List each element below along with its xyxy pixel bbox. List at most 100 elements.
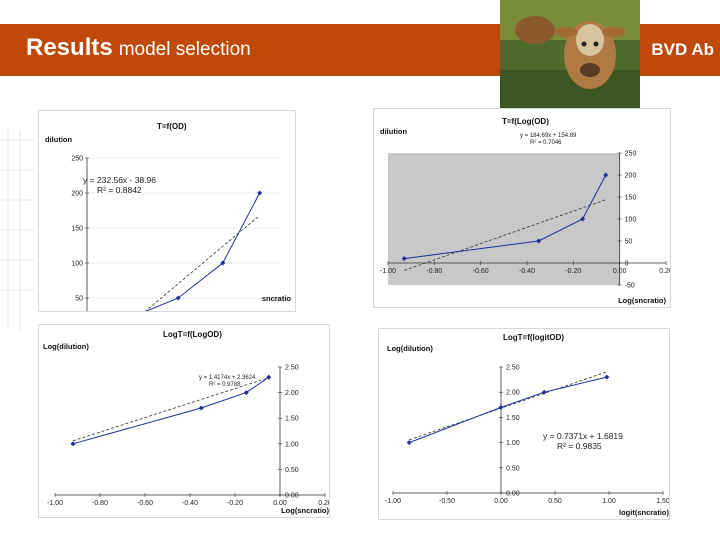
data-point (498, 404, 504, 410)
trendline-equation: y = 232.56x - 38.96 (83, 175, 156, 185)
trendline-equation: y = 0.7371x + 1.6819 (543, 431, 623, 441)
y-axis-label: Log(dilution) (43, 342, 89, 351)
series-line (72, 376, 270, 445)
chart-4: 0.00 0.50 1.00 1.50 2.00 2.50 -1.00 -0.50 0.00 0.… (385, 333, 670, 517)
x-tick-label: -0.60 (473, 268, 489, 275)
y-tick-label: 150 (71, 226, 83, 233)
data-point (541, 389, 547, 395)
x-tick-label: -0.80 (92, 500, 108, 507)
data-point (266, 374, 272, 380)
trendline (72, 377, 269, 442)
trendline-equation: y = 184.69x + 154.89 (520, 133, 577, 139)
trendline-r2: R² = 0.9788 (209, 382, 241, 388)
y-tick-label: 2.00 (506, 390, 520, 397)
y-tick-label: 0.50 (285, 467, 299, 474)
data-point (198, 405, 204, 411)
data-point (70, 441, 76, 447)
y-tick-label: 1.00 (506, 440, 520, 447)
data-point (536, 238, 542, 244)
y-tick-label: 100 (71, 261, 83, 268)
y-tick-label: 2.00 (285, 390, 299, 397)
x-tick-label: 0.20 (318, 500, 329, 507)
y-tick-label: 2.50 (285, 365, 299, 372)
chart-title: LogT=f(LogOD) (163, 330, 222, 339)
y-tick-label: 1.00 (285, 441, 299, 448)
chart-title: T=f(OD) (157, 122, 187, 131)
chart-panel-4: 0.00 0.50 1.00 1.50 2.00 2.50 -1.00 -0.50 0.00 0.… (378, 328, 670, 520)
decorative-stripes (0, 130, 34, 330)
x-tick-label: -0.20 (227, 500, 243, 507)
x-tick-label: 0.00 (273, 500, 287, 507)
data-point (406, 440, 412, 446)
x-tick-label: -0.80 (426, 268, 442, 275)
trendline-equation: y = 1.4174x + 2.3624 (199, 375, 256, 381)
y-tick-label: 50 (625, 239, 633, 246)
x-tick-label: 0.00 (494, 498, 508, 505)
y-tick-label: 100 (625, 217, 637, 224)
x-tick-label: 0.00 (613, 268, 627, 275)
y-tick-label: 0 (625, 261, 629, 268)
y-axis-label: dilution (380, 127, 407, 136)
trendline (106, 216, 258, 345)
x-tick-label: -1.00 (385, 498, 401, 505)
brand-label: BVD Ab (651, 40, 714, 59)
y-tick-label: 250 (625, 151, 637, 158)
y-tick-label: 50 (75, 296, 83, 303)
data-point (220, 260, 226, 266)
chart-2: -50 0 50 100 150 200 250 -1.00 -0.80 -0.60 -0.40 -0… (380, 117, 673, 305)
chart-3: 0.00 0.50 1.00 1.50 2.00 2.50 -1.00 -0.80 -0.60 -… (43, 330, 332, 515)
y-tick-label: 0.00 (285, 493, 299, 500)
x-tick-label: -0.40 (182, 500, 198, 507)
y-tick-label: 200 (625, 173, 637, 180)
x-tick-label: -0.50 (439, 498, 455, 505)
x-tick-label: -1.00 (47, 500, 63, 507)
y-tick-label: 250 (71, 156, 83, 163)
data-point (257, 190, 263, 196)
trendline-r2: R² = 0.7046 (530, 140, 562, 146)
trendline-r2: R² = 0.9835 (557, 441, 602, 451)
x-axis-label: sncratio (262, 294, 292, 303)
y-tick-label: 0.50 (506, 465, 520, 472)
cow-photo (500, 0, 640, 110)
x-axis-label: Log(sncratio) (618, 296, 666, 305)
y-axis-label: Log(dilution) (387, 344, 433, 353)
data-point (243, 390, 249, 396)
slide-title: Results model selection (26, 34, 251, 62)
chart-1: -500501001502002500.000.200.400.600.801.… (45, 122, 292, 373)
x-tick-label: -0.60 (137, 500, 153, 507)
y-axis-label: dilution (45, 135, 72, 144)
x-tick-label: -1.00 (380, 268, 396, 275)
data-point (175, 295, 181, 301)
series-line (110, 192, 261, 327)
slide-title-sub: model selection (118, 39, 251, 60)
trendline-r2: R² = 0.8842 (97, 185, 142, 195)
series-line (404, 174, 607, 260)
data-point (603, 172, 609, 178)
chart-title: LogT=f(logitOD) (503, 333, 564, 342)
chart-title: T=f(Log(OD) (502, 117, 549, 126)
x-tick-label: -0.40 (519, 268, 535, 275)
y-tick-label: -50 (625, 283, 635, 290)
y-tick-label: 0.00 (506, 491, 520, 498)
y-tick-label: 2.50 (506, 365, 520, 372)
y-tick-label: 200 (71, 191, 83, 198)
data-point (580, 216, 586, 222)
data-point (401, 256, 407, 262)
chart-panel-3: 0.00 0.50 1.00 1.50 2.00 2.50 -1.00 -0.80 -0.60 -… (38, 324, 332, 518)
data-point (604, 374, 610, 380)
y-tick-label: 150 (625, 195, 637, 202)
x-tick-label: 0.50 (548, 498, 562, 505)
x-tick-label: 1.50 (656, 498, 669, 505)
slide-title-main: Results (26, 34, 113, 61)
trendline (404, 199, 606, 271)
x-tick-label: -0.20 (565, 268, 581, 275)
trendline (409, 371, 607, 441)
y-tick-label: 1.50 (506, 415, 520, 422)
x-tick-label: 0.20 (659, 268, 670, 275)
x-tick-label: 1.00 (602, 498, 616, 505)
chart-panel-2: -50 0 50 100 150 200 250 -1.00 -0.80 -0.60 -0.40 -0… (373, 108, 673, 308)
x-axis-label: logit(sncratio) (619, 508, 669, 517)
series-line (409, 376, 607, 444)
chart-panel-1: -500501001502002500.000.200.400.600.801.… (38, 110, 296, 373)
x-axis-label: Log(sncratio) (281, 506, 329, 515)
